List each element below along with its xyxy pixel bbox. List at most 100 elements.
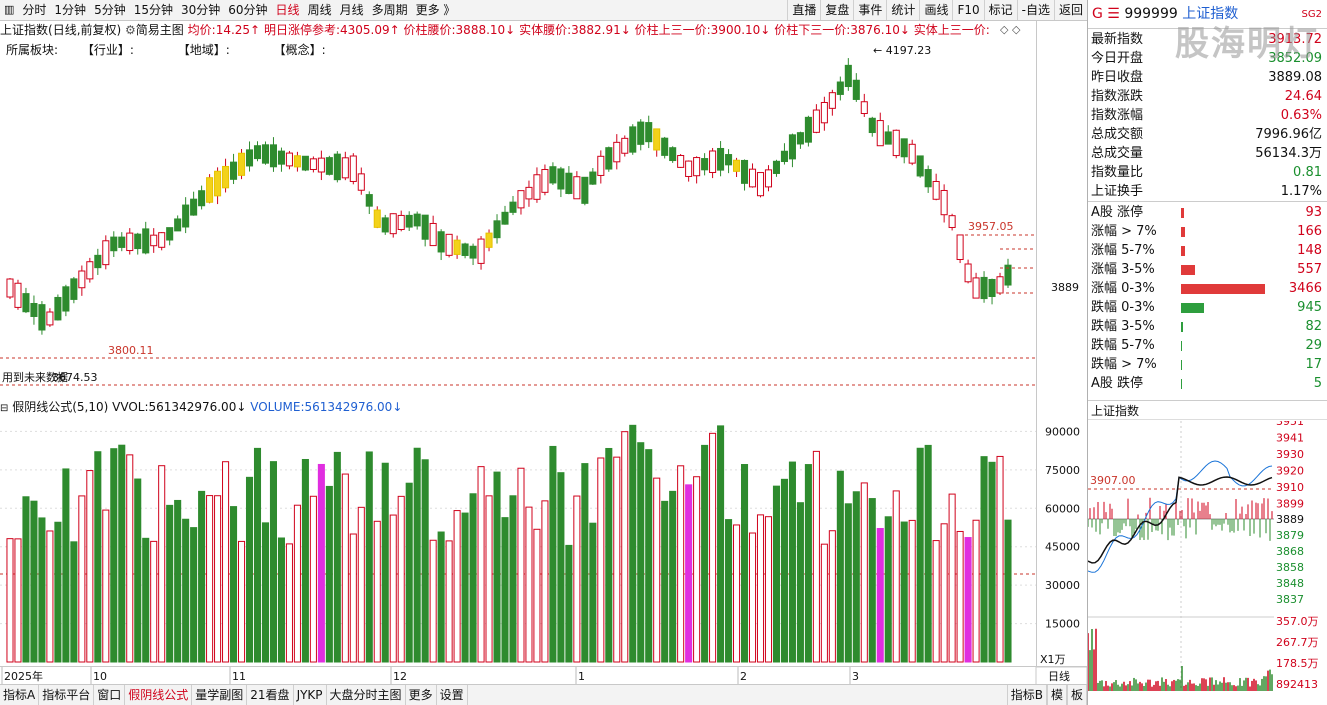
candle[interactable] [285, 152, 293, 167]
indicator-tab-1[interactable]: 指标平台 [39, 685, 95, 705]
volume-bar[interactable] [996, 455, 1004, 663]
volume-bar[interactable] [525, 506, 533, 663]
candle[interactable] [788, 134, 796, 160]
candle[interactable] [429, 222, 437, 247]
volume-bar[interactable] [836, 470, 844, 663]
tool-button-7[interactable]: -自选 [1016, 0, 1054, 20]
indicator-tab-7[interactable]: 大盘分时主图 [327, 685, 406, 705]
volume-bar[interactable] [341, 473, 349, 663]
candle[interactable] [501, 211, 509, 225]
volume-bar[interactable] [820, 543, 828, 663]
volume-bar[interactable] [740, 464, 749, 663]
volume-bar[interactable] [253, 447, 262, 663]
candle[interactable] [413, 213, 421, 227]
volume-bar[interactable] [78, 495, 86, 663]
indicator-tab-8[interactable]: 更多 [406, 685, 437, 705]
candle[interactable] [333, 153, 341, 181]
candle[interactable] [469, 245, 477, 259]
volume-bar[interactable] [269, 461, 278, 663]
volume-bar[interactable] [405, 482, 413, 663]
volume-bar[interactable] [230, 506, 238, 663]
volume-bar[interactable] [445, 540, 453, 663]
candle[interactable] [892, 129, 900, 157]
volume-bar[interactable] [62, 468, 70, 663]
candle[interactable] [541, 169, 549, 193]
candle[interactable] [46, 311, 54, 326]
candle[interactable] [653, 128, 661, 151]
candle[interactable] [940, 189, 948, 216]
indicator-tab-2[interactable]: 窗口 [94, 685, 126, 705]
volume-bar[interactable] [437, 531, 445, 663]
candle[interactable] [701, 158, 709, 171]
candle[interactable] [876, 120, 884, 147]
candle[interactable] [253, 145, 262, 160]
candle[interactable] [549, 166, 557, 184]
candle[interactable] [908, 143, 916, 164]
volume-bar[interactable] [613, 456, 621, 663]
candle[interactable] [661, 137, 669, 156]
candle[interactable] [230, 161, 238, 180]
volume-bar[interactable] [349, 533, 357, 663]
candle[interactable] [22, 293, 30, 313]
volume-formula-title[interactable]: 假阴线公式(5,10) [12, 400, 109, 414]
candle[interactable] [38, 304, 46, 331]
main-chart-label[interactable]: 简易主图 [135, 23, 184, 37]
volume-bar[interactable] [285, 543, 293, 663]
candle[interactable] [796, 132, 804, 145]
volume-bar[interactable] [142, 537, 150, 663]
candle[interactable] [381, 217, 389, 233]
volume-bar[interactable] [685, 484, 693, 663]
candle[interactable] [365, 194, 373, 207]
candle[interactable] [748, 168, 757, 188]
volume-bar[interactable] [948, 493, 956, 663]
volume-bar[interactable] [868, 498, 876, 663]
candle[interactable] [325, 157, 333, 175]
candle[interactable] [764, 169, 773, 188]
candle[interactable] [812, 109, 820, 133]
volume-bar[interactable] [509, 495, 517, 663]
volume-bar[interactable] [174, 499, 182, 663]
candle[interactable] [397, 214, 405, 230]
volume-bar[interactable] [166, 504, 174, 663]
candle[interactable] [924, 169, 932, 188]
volume-bar[interactable] [429, 539, 437, 663]
candle[interactable] [517, 190, 525, 209]
volume-bar[interactable] [421, 459, 429, 663]
period-tab-2[interactable]: 5分钟 [94, 3, 126, 17]
volume-bar[interactable] [549, 445, 557, 663]
volume-bar[interactable] [373, 520, 381, 663]
volume-bar[interactable] [485, 495, 493, 663]
volume-bar[interactable] [118, 444, 126, 663]
period-tab-1[interactable]: 1分钟 [54, 3, 87, 17]
period-tab-10[interactable]: 更多 》 [415, 3, 456, 17]
candle[interactable] [405, 214, 413, 228]
candle[interactable] [868, 117, 876, 134]
region-label[interactable]: 【地域】: [177, 43, 230, 57]
volume-bar[interactable] [884, 516, 892, 663]
volume-bar[interactable] [637, 442, 645, 663]
volume-bar[interactable] [461, 512, 469, 663]
volume-bar[interactable] [94, 451, 102, 663]
candle[interactable] [525, 186, 533, 200]
candle[interactable] [485, 232, 493, 248]
volume-bar[interactable] [477, 466, 485, 663]
candle[interactable] [158, 232, 166, 248]
volume-bar[interactable] [669, 490, 677, 663]
volume-bar[interactable] [924, 444, 932, 663]
candle[interactable] [884, 131, 892, 145]
candle[interactable] [70, 278, 78, 300]
candle[interactable] [437, 231, 445, 253]
indicator-tab-9[interactable]: 设置 [437, 685, 468, 705]
volume-bar[interactable] [852, 491, 860, 663]
candle[interactable] [30, 302, 38, 317]
volume-bar[interactable] [70, 541, 78, 663]
candle[interactable] [150, 234, 158, 247]
candle[interactable] [621, 137, 629, 154]
candle[interactable] [1004, 264, 1012, 286]
volume-bar[interactable] [14, 538, 22, 663]
period-tab-0[interactable]: 分时 [22, 3, 47, 17]
volume-bar[interactable] [533, 528, 541, 663]
volume-bar[interactable] [621, 431, 629, 663]
candle[interactable] [357, 173, 365, 191]
